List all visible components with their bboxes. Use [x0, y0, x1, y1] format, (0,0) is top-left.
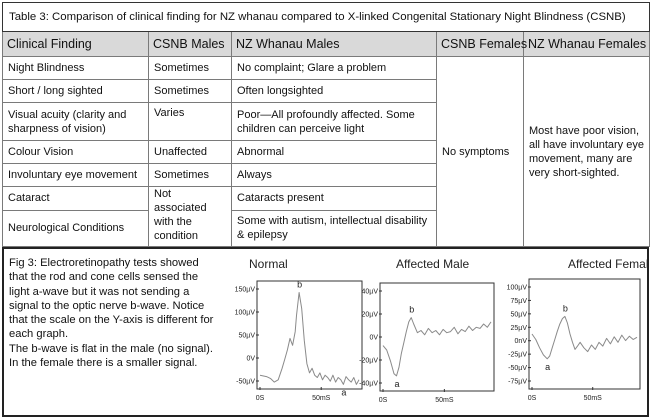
nz-males-cell: Cataracts present — [231, 186, 437, 211]
b-wave-label: b — [409, 305, 414, 315]
nz-males-cell: No complaint; Glare a problem — [231, 56, 437, 80]
panel-title: Affected Female — [568, 257, 647, 271]
finding-cell: Visual acuity (clarity and sharpness of … — [2, 102, 149, 141]
table-row: Colour Vision Unaffected Abnormal — [2, 140, 650, 164]
nz-females-cell: Most have poor vision, all have involunt… — [523, 56, 650, 247]
plot-frame — [256, 280, 363, 390]
column-header: CSNB Males — [148, 31, 232, 57]
y-tick-label: 50µV — [511, 311, 528, 318]
nz-males-cell: Poor—All profoundly affected. Some child… — [231, 102, 437, 141]
x-tick-label: 0S — [528, 395, 537, 402]
figure-caption: Fig 3: Electroretinopathy tests showed t… — [9, 256, 219, 370]
y-tick-label: -50µV — [508, 365, 527, 372]
csnb-males-cell: Sometimes — [148, 163, 232, 187]
a-wave-label: a — [341, 387, 346, 397]
y-tick-label: 0V — [369, 335, 378, 342]
csnb-males-merged-cell: Not associated with the condition — [148, 186, 232, 247]
csnb-males-cell: Unaffected — [148, 140, 232, 164]
caption-paragraph: Fig 3: Electroretinopathy tests showed t… — [9, 257, 214, 341]
x-tick-label: 50mS — [584, 395, 603, 402]
y-tick-label: 20µV — [362, 312, 379, 319]
y-tick-label: 40µV — [362, 289, 379, 296]
x-tick-label: 50mS — [435, 397, 454, 404]
csnb-males-cell: Sometimes — [148, 56, 232, 80]
x-tick-label: 50mS — [312, 395, 331, 402]
nz-males-cell: Always — [231, 163, 437, 187]
panel-title: Normal — [249, 257, 288, 271]
finding-cell: Cataract — [2, 186, 149, 211]
column-header: Clinical Finding — [2, 31, 149, 57]
csnb-males-cell: Sometimes — [148, 79, 232, 103]
erg-trace — [531, 315, 638, 360]
nz-males-cell: Abnormal — [231, 140, 437, 164]
y-tick-label: -20µV — [359, 358, 378, 365]
nz-males-cell: Often longsighted — [231, 79, 437, 103]
finding-cell: Colour Vision — [2, 140, 149, 164]
y-tick-label: 100µV — [235, 310, 256, 317]
y-tick-label: 150µV — [235, 287, 256, 294]
x-tick-label: 0S — [256, 395, 265, 402]
y-tick-label: -40µV — [359, 381, 378, 388]
y-tick-label: -75µV — [508, 379, 527, 386]
y-tick-label: 75µV — [511, 298, 528, 305]
erg-panel: Normal 150µV 100µV 50µV 0V -50µV 0S 50mS a b — [235, 257, 363, 402]
b-wave-label: b — [297, 279, 302, 289]
erg-trace — [382, 317, 492, 377]
column-header: NZ Whanau Males — [231, 31, 437, 57]
finding-cell: Short / long sighted — [2, 79, 149, 103]
column-header: CSNB Females — [436, 31, 527, 57]
table-row: Night Blindness Sometimes No complaint; … — [2, 56, 650, 247]
table-row: Cataract Not associated with the conditi… — [2, 186, 650, 247]
table-row: Visual acuity (clarity and sharpness of … — [2, 102, 650, 141]
y-tick-label: -50µV — [236, 379, 255, 386]
table-header-row: Clinical Finding CSNB Males NZ Whanau Ma… — [2, 31, 650, 57]
y-tick-label: -25µV — [508, 352, 527, 359]
erg-panel: Affected Female 100µV 75µV 50µV 25µV 0nV -25µV… — [507, 257, 647, 402]
plot-frame — [528, 278, 641, 390]
finding-cell: Involuntary eye movement — [2, 163, 149, 187]
column-header: NZ Whanau Females — [523, 31, 650, 57]
x-tick-label: 0S — [379, 397, 388, 404]
table-row: Involuntary eye movement Sometimes Alway… — [2, 163, 650, 187]
y-tick-label: 0nV — [515, 338, 528, 345]
csnb-females-cell: No symptoms — [436, 56, 524, 247]
erg-trace — [259, 292, 360, 385]
finding-cell: Neurological Conditions — [2, 209, 149, 248]
figure-3: Fig 3: Electroretinopathy tests showed t… — [2, 247, 649, 417]
y-tick-label: 25µV — [511, 325, 528, 332]
erg-panel: Affected Male 40µV 20µV 0V -20µV -40µV 0S 50mS a… — [359, 257, 495, 404]
y-tick-label: 0V — [246, 356, 255, 363]
b-wave-label: b — [563, 303, 568, 313]
csnb-males-cell: Varies — [148, 102, 232, 141]
a-wave-label: a — [545, 362, 550, 372]
y-tick-label: 100µV — [507, 285, 528, 292]
panel-title: Affected Male — [396, 257, 469, 271]
table-row: Neurological Conditions Some with autism… — [2, 209, 650, 248]
caption-paragraph: The b-wave is flat in the male (no signa… — [9, 342, 213, 370]
table-caption: Table 3: Comparison of clinical finding … — [2, 2, 650, 32]
finding-cell: Night Blindness — [2, 56, 149, 80]
comparison-table: Table 3: Comparison of clinical finding … — [2, 2, 650, 248]
a-wave-label: a — [395, 379, 400, 389]
y-tick-label: 50µV — [239, 333, 256, 340]
nz-males-cell: Some with autism, intellectual disabilit… — [231, 209, 437, 248]
